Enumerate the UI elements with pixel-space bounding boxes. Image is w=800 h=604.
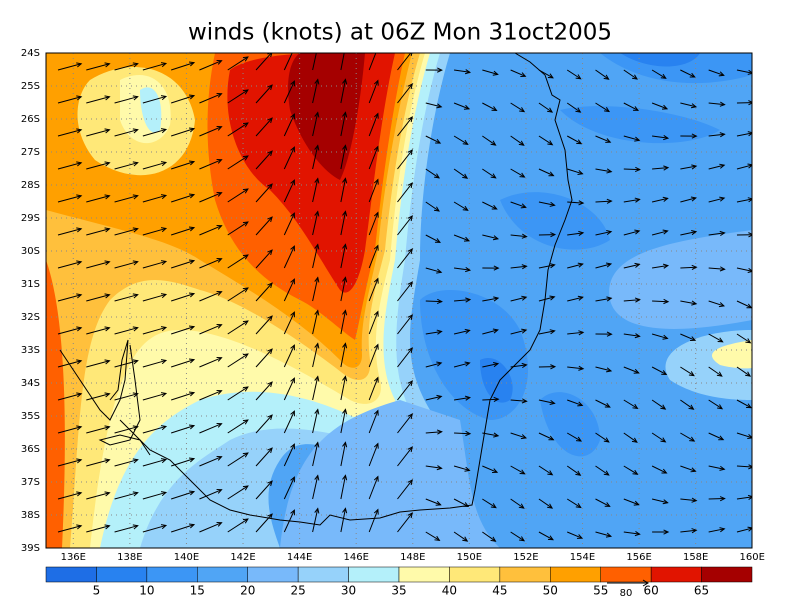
colorbar-label: 60 xyxy=(644,584,659,598)
colorbar-box xyxy=(399,567,449,582)
lat-label: 34S xyxy=(21,378,40,389)
lat-label: 39S xyxy=(21,543,40,554)
lat-label: 35S xyxy=(21,411,40,422)
wind-speed-field xyxy=(46,53,752,548)
lon-label: 160E xyxy=(740,552,765,563)
lat-label: 38S xyxy=(21,510,40,521)
colorbar-box xyxy=(197,567,247,582)
lat-label: 33S xyxy=(21,345,40,356)
lon-label: 158E xyxy=(683,552,708,563)
lat-label: 30S xyxy=(21,246,40,257)
colorbar-box xyxy=(298,567,348,582)
colorbar-label: 40 xyxy=(442,584,457,598)
title: winds (knots) at 06Z Mon 31oct2005 xyxy=(188,20,612,46)
lon-label: 152E xyxy=(513,552,538,563)
colorbar-label: 65 xyxy=(694,584,709,598)
lat-label: 36S xyxy=(21,444,40,455)
wind-arrow-head xyxy=(343,46,347,51)
wind-arrow-head xyxy=(374,48,378,53)
lon-label: 154E xyxy=(570,552,595,563)
wind-arrow xyxy=(454,433,470,434)
lat-label: 29S xyxy=(21,213,40,224)
colorbar-label: 30 xyxy=(341,584,356,598)
lat-label: 28S xyxy=(21,180,40,191)
wind-arrow xyxy=(652,301,668,302)
wind-arrow-head xyxy=(291,48,295,53)
colorbar-label: 50 xyxy=(543,584,558,598)
lon-label: 138E xyxy=(117,552,142,563)
colorbar-box xyxy=(248,567,298,582)
lat-label: 37S xyxy=(21,477,40,488)
colorbar-box xyxy=(147,567,197,582)
lat-label: 31S xyxy=(21,279,40,290)
lat-label: 32S xyxy=(21,312,40,323)
lon-label: 144E xyxy=(287,552,312,563)
colorbar-box xyxy=(651,567,701,582)
colorbar-label: 20 xyxy=(240,584,255,598)
lon-label: 156E xyxy=(626,552,651,563)
lon-label: 136E xyxy=(61,552,86,563)
wind-arrow-head xyxy=(315,47,319,52)
colorbar-box xyxy=(349,567,399,582)
colorbar-label: 25 xyxy=(291,584,306,598)
lat-label: 27S xyxy=(21,147,40,158)
wind-arrow xyxy=(426,301,442,302)
colorbar-box xyxy=(96,567,146,582)
lon-label: 140E xyxy=(174,552,199,563)
colorbar-box xyxy=(601,567,651,582)
colorbar-label: 10 xyxy=(139,584,154,598)
lon-label: 142E xyxy=(230,552,255,563)
colorbar-box xyxy=(500,567,550,582)
wind-arrow xyxy=(624,169,640,170)
colorbar-label: 55 xyxy=(593,584,608,598)
colorbar-label: 5 xyxy=(93,584,101,598)
colorbar-box xyxy=(449,567,499,582)
colorbar-box xyxy=(702,567,752,582)
lon-label: 146E xyxy=(343,552,368,563)
colorbar-label: 35 xyxy=(391,584,406,598)
reference-label: 80 xyxy=(620,588,633,599)
colorbar-label: 15 xyxy=(190,584,205,598)
lon-label: 150E xyxy=(457,552,482,563)
reference-vector: 80 xyxy=(607,580,648,599)
lat-label: 26S xyxy=(21,114,40,125)
lon-label: 148E xyxy=(400,552,425,563)
colorbar-box xyxy=(550,567,600,582)
colorbar-box xyxy=(46,567,96,582)
lat-label: 25S xyxy=(21,81,40,92)
lat-label: 24S xyxy=(21,48,40,59)
colorbar-label: 45 xyxy=(492,584,507,598)
